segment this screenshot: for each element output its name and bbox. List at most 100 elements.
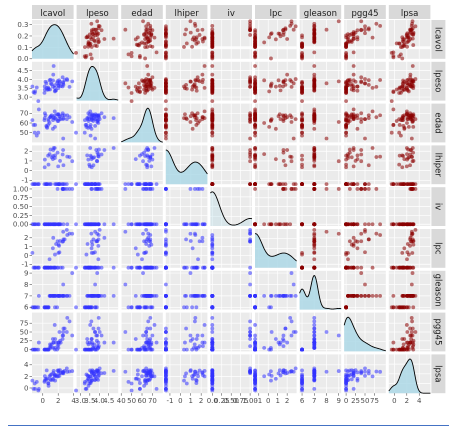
data-point xyxy=(31,387,36,391)
data-point xyxy=(91,326,96,331)
data-point xyxy=(56,242,61,247)
data-point xyxy=(61,282,66,287)
data-point xyxy=(99,152,104,157)
data-point xyxy=(312,330,317,334)
x-tick-label: 1 xyxy=(275,397,279,405)
data-point xyxy=(47,152,52,157)
data-point xyxy=(210,342,215,347)
data-point xyxy=(363,222,367,227)
data-point xyxy=(353,294,358,298)
data-point xyxy=(126,305,131,310)
data-point xyxy=(183,265,187,270)
data-point xyxy=(94,44,99,49)
data-point xyxy=(391,123,396,127)
data-point xyxy=(195,75,200,80)
strip-right-pgg45: pgg45 xyxy=(431,312,446,352)
data-point xyxy=(67,319,72,324)
y-tick-label: 0.0 xyxy=(17,55,28,63)
data-point xyxy=(269,56,273,61)
bottom-x-axis: 0 2 43.03.54.04.5 40 50 60 70 -1 0 1 2 0.00.250.500… xyxy=(41,393,422,405)
data-point xyxy=(366,222,371,227)
data-point xyxy=(88,323,93,327)
data-point xyxy=(406,347,411,352)
data-point xyxy=(164,32,168,36)
data-point xyxy=(273,84,278,89)
data-point xyxy=(253,124,257,129)
data-point xyxy=(150,333,155,338)
data-point xyxy=(397,162,402,167)
strip-top-label: lpeso xyxy=(86,9,109,19)
data-point xyxy=(111,294,116,298)
data-point xyxy=(359,187,364,191)
density-curve xyxy=(210,191,253,226)
data-point xyxy=(374,115,379,120)
data-point xyxy=(336,19,341,24)
data-point xyxy=(89,239,94,244)
panel-lhiper-lpc xyxy=(253,145,298,187)
data-point xyxy=(411,84,416,88)
data-point xyxy=(146,84,151,89)
data-point xyxy=(164,52,168,57)
data-point xyxy=(248,148,253,152)
data-point xyxy=(248,117,253,122)
data-point xyxy=(147,159,152,163)
data-point xyxy=(366,182,371,187)
data-point xyxy=(48,182,52,187)
data-point xyxy=(164,366,168,371)
y-tick-label: 1 xyxy=(24,157,28,165)
data-point xyxy=(210,36,215,41)
data-point xyxy=(62,368,67,373)
data-point xyxy=(89,231,94,236)
data-point xyxy=(164,35,168,40)
data-point xyxy=(253,146,257,150)
strip-top-label: gleason xyxy=(304,9,337,19)
data-point xyxy=(126,52,131,57)
data-point xyxy=(188,222,193,227)
data-point xyxy=(210,159,215,163)
data-point xyxy=(193,84,197,89)
x-tick-label: 4.0 xyxy=(94,397,105,405)
variable-strips: lcavol lpeso edad lhiper iv lpc gleason pgg45 lp… xyxy=(32,5,446,394)
data-point xyxy=(413,330,418,334)
data-point xyxy=(410,146,415,150)
y-tick-label: 8 xyxy=(24,281,28,289)
data-point xyxy=(30,347,35,352)
data-point xyxy=(147,294,152,298)
data-point xyxy=(144,182,149,187)
panel-background xyxy=(388,229,431,268)
data-point xyxy=(142,251,146,255)
data-point xyxy=(408,243,412,248)
data-point xyxy=(288,315,293,320)
data-point xyxy=(84,347,89,352)
data-point xyxy=(411,159,416,163)
data-point xyxy=(370,109,375,114)
data-point xyxy=(401,154,405,158)
data-point xyxy=(61,148,66,152)
panel-background xyxy=(76,270,119,310)
x-tick-label: 2 xyxy=(199,397,203,405)
data-point xyxy=(363,117,367,122)
panel-gleason-iv xyxy=(210,270,253,310)
data-point xyxy=(363,369,367,374)
data-point xyxy=(408,72,413,77)
data-point xyxy=(400,165,405,170)
y-tick-label: 0 xyxy=(24,346,28,354)
data-point xyxy=(164,282,168,287)
data-point xyxy=(164,294,168,298)
data-point xyxy=(88,124,92,129)
data-point xyxy=(146,319,151,324)
panel-background xyxy=(299,354,342,394)
data-point xyxy=(56,84,61,88)
data-point xyxy=(144,187,149,191)
data-point xyxy=(355,88,360,93)
data-point xyxy=(58,338,62,343)
panel-pgg45-lpsa xyxy=(388,312,431,352)
data-point xyxy=(152,323,157,327)
strip-right-gleason: gleason xyxy=(431,270,446,310)
data-point xyxy=(248,113,253,118)
y-tick-label: 4 xyxy=(24,361,29,369)
data-point xyxy=(36,107,41,112)
data-point xyxy=(188,271,193,275)
data-point xyxy=(300,157,304,162)
data-point xyxy=(210,114,215,119)
